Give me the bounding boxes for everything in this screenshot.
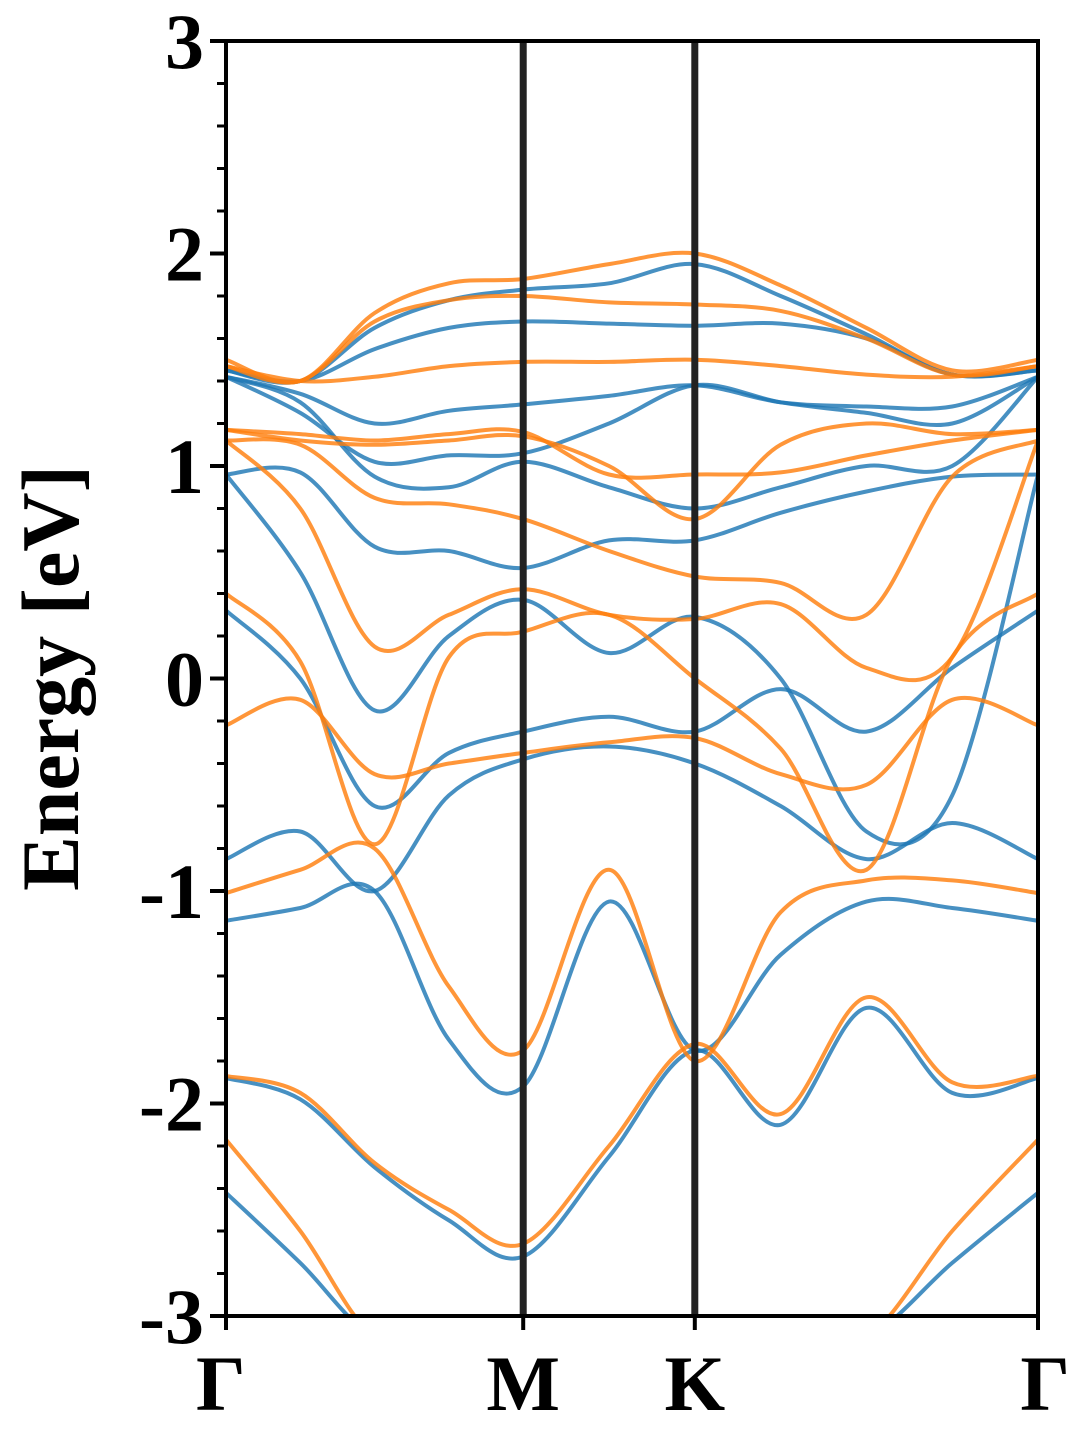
band-line-s1-b6 [226, 437, 1038, 621]
x-tick-label: Γ [1020, 1340, 1070, 1427]
band-line-s1-b8 [226, 427, 1038, 480]
band-line-s0-b5 [226, 473, 1038, 847]
band-line-s1-b1 [226, 995, 1038, 1248]
band-line-s0-b6 [226, 465, 1038, 571]
band-line-s0-b2 [226, 881, 1038, 1096]
band-line-s1-b2 [226, 840, 1038, 1064]
x-tick-label: K [664, 1340, 725, 1427]
band-line-s1-b11 [226, 250, 1038, 385]
band-line-s1-b5 [226, 439, 1038, 683]
y-tick-label: -1 [139, 848, 204, 935]
x-tick-label: M [486, 1340, 560, 1427]
band-line-s0-b3 [226, 744, 1038, 894]
band-line-s0-b10 [226, 319, 1038, 384]
y-tick-label: 1 [165, 423, 204, 510]
y-tick-label: 0 [165, 636, 204, 723]
y-tick-label: -3 [139, 1273, 204, 1360]
band-line-s1-b0 [226, 1138, 1038, 1316]
band-line-s0-b0 [226, 1191, 1038, 1316]
y-axis-label: Energy [eV] [5, 465, 96, 891]
band-line-s0-b1 [226, 1005, 1038, 1261]
x-tick-label: Γ [196, 1340, 246, 1427]
high-symmetry-lines [519, 41, 699, 1316]
y-axis: -3 -2 -1 0 1 2 3 [139, 0, 226, 1360]
band-line-s1-b9 [226, 357, 1038, 384]
y-tick-label: -2 [139, 1061, 204, 1148]
band-line-s1-b3 [226, 695, 1038, 792]
band-line-s0-b11 [226, 262, 1038, 385]
y-tick-label: 2 [165, 211, 204, 298]
band-lines-group [226, 250, 1038, 1316]
band-line-s0-b7 [226, 374, 1038, 511]
band-line-s0-b4 [226, 608, 1038, 810]
band-line-s0-b8 [226, 374, 1038, 466]
band-line-s0-b9 [226, 374, 1038, 426]
band-line-s1-b10 [226, 293, 1038, 385]
y-tick-label: 3 [165, 0, 204, 85]
